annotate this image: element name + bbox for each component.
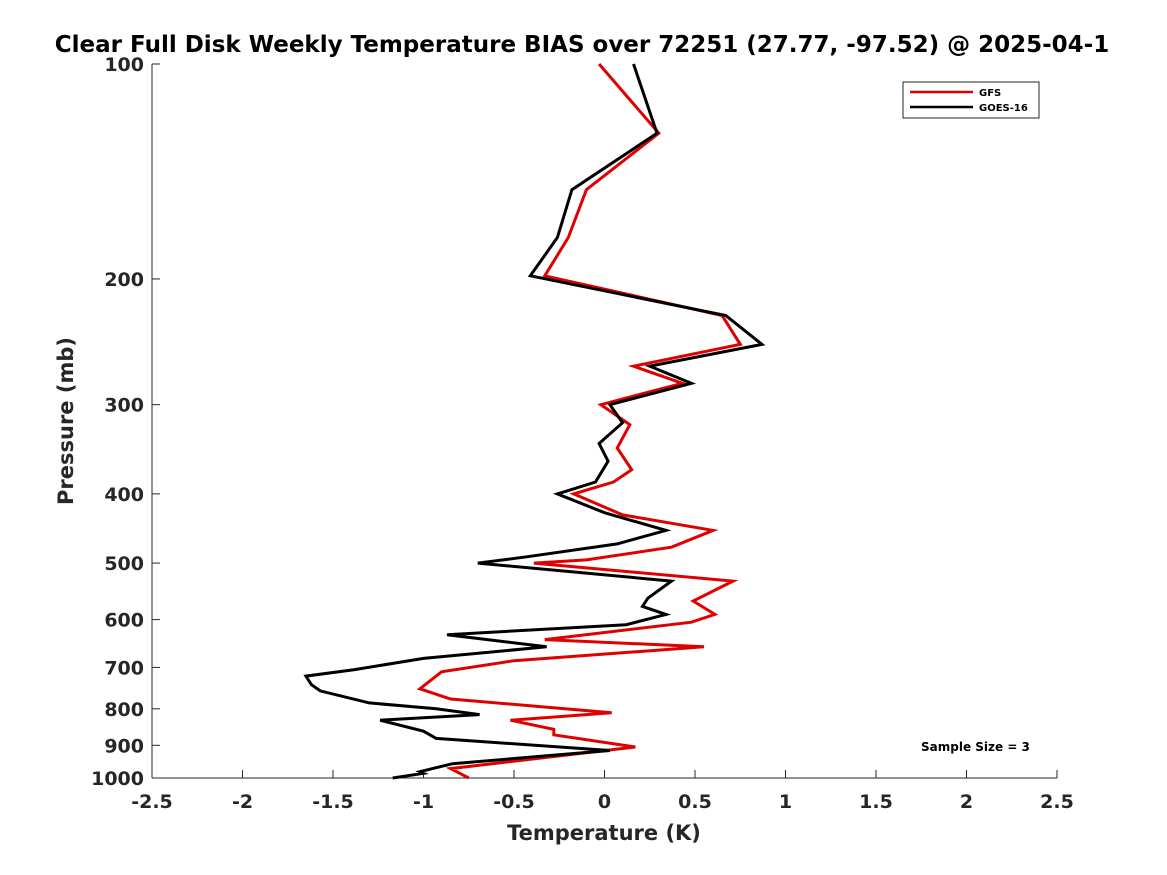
y-tick-label: 500 (104, 553, 144, 575)
x-axis-label: Temperature (K) (507, 821, 701, 845)
y-tick-label: 400 (104, 484, 144, 506)
y-tick-label: 600 (104, 610, 144, 632)
y-ticks: 100 200 300 400 500 600 700 800 900 1000 (91, 54, 160, 790)
x-tick-label: 1 (779, 791, 792, 813)
sample-size-annotation: Sample Size = 3 (921, 740, 1030, 754)
x-tick-label: -2 (232, 791, 253, 813)
x-tick-label: -1 (413, 791, 434, 813)
y-tick-label: 900 (104, 735, 144, 757)
x-tick-label: 1.5 (859, 791, 893, 813)
x-tick-label: 0 (598, 791, 611, 813)
legend-box (902, 81, 1040, 119)
series-line-gfs (416, 63, 743, 780)
series-line-goes16 (303, 63, 766, 780)
legend: GFS GOES-16 (902, 81, 1040, 119)
legend-label-goes16: GOES-16 (979, 103, 1028, 114)
plot-area (151, 64, 1057, 779)
x-ticks: -2.5 -2 -1.5 -1 -0.5 0 0.5 1 1.5 2 2.5 (131, 770, 1074, 813)
x-tick-label: -2.5 (131, 791, 173, 813)
legend-label-gfs: GFS (979, 88, 1001, 99)
y-tick-label: 300 (104, 395, 144, 417)
x-tick-label: -0.5 (493, 791, 535, 813)
y-tick-label: 200 (104, 269, 144, 291)
series-layer (303, 63, 766, 780)
x-tick-label: 2.5 (1040, 791, 1074, 813)
x-tick-label: -1.5 (312, 791, 354, 813)
x-tick-label: 2 (960, 791, 973, 813)
y-axis-label: Pressure (mb) (54, 337, 78, 505)
x-tick-label: 0.5 (678, 791, 712, 813)
y-tick-label: 1000 (91, 768, 144, 790)
y-tick-label: 800 (104, 699, 144, 721)
y-tick-label: 700 (104, 657, 144, 679)
chart-title: Clear Full Disk Weekly Temperature BIAS … (55, 32, 1109, 58)
y-tick-label: 100 (104, 54, 144, 76)
